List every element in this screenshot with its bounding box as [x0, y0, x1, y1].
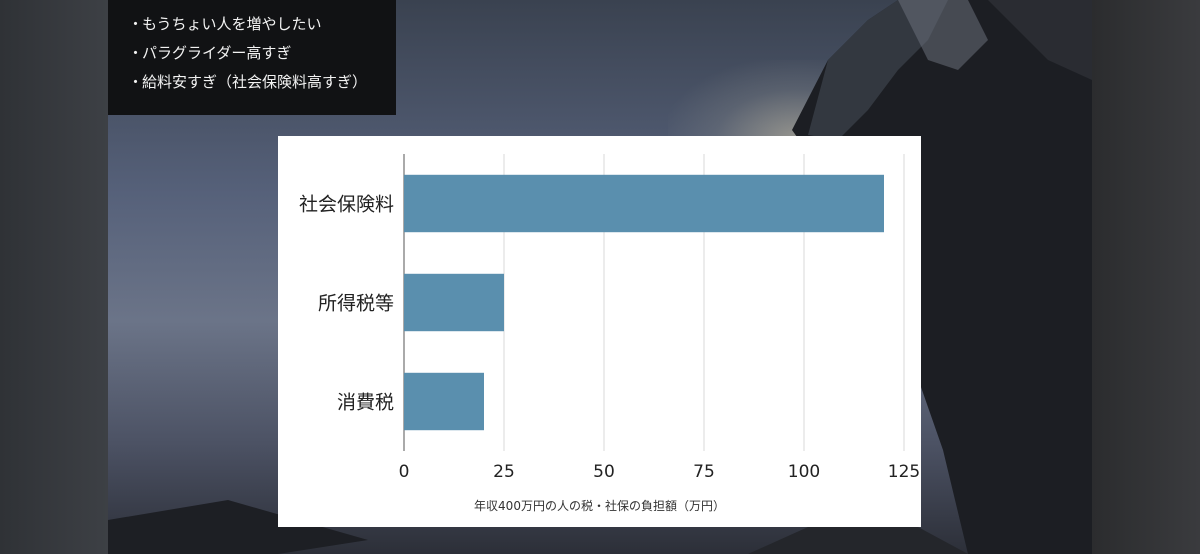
bullet-marker: ・ [128, 73, 144, 91]
bullet-item: ・給料安すぎ（社会保険料高すぎ） [128, 68, 396, 97]
category-label: 消費税 [337, 392, 394, 414]
bullet-text: 給料安すぎ（社会保険料高すぎ） [142, 73, 368, 91]
x-tick-label: 50 [593, 462, 615, 482]
bar [404, 174, 884, 233]
right-frame [1092, 0, 1200, 554]
x-tick-label: 125 [888, 462, 920, 482]
bar-chart: 0 25 50 75 100 125 社会保険料所得税等消費税 年収400万円の人の税・社保… [278, 136, 921, 527]
category-label: 社会保険料 [299, 194, 394, 216]
left-frame [0, 0, 108, 554]
bullet-list-panel: ・もうちょい人を増やしたい ・パラグライダー高すぎ ・給料安すぎ（社会保険料高す… [108, 0, 396, 115]
x-tick-label: 0 [399, 462, 410, 482]
x-tick-label: 75 [693, 462, 715, 482]
bar [404, 273, 504, 332]
bullet-marker: ・ [128, 15, 144, 33]
x-axis-label: 年収400万円の人の税・社保の負担額（万円） [474, 499, 725, 513]
x-tick-label: 25 [493, 462, 515, 482]
slide: ・もうちょい人を増やしたい ・パラグライダー高すぎ ・給料安すぎ（社会保険料高す… [108, 0, 1092, 554]
bullet-item: ・もうちょい人を増やしたい [128, 10, 396, 39]
bullet-text: もうちょい人を増やしたい [142, 15, 322, 33]
bullet-marker: ・ [128, 44, 144, 62]
x-tick-label: 100 [788, 462, 820, 482]
category-label: 所得税等 [318, 293, 394, 315]
bar [404, 372, 484, 431]
bullet-item: ・パラグライダー高すぎ [128, 39, 396, 68]
bullet-text: パラグライダー高すぎ [142, 44, 292, 62]
